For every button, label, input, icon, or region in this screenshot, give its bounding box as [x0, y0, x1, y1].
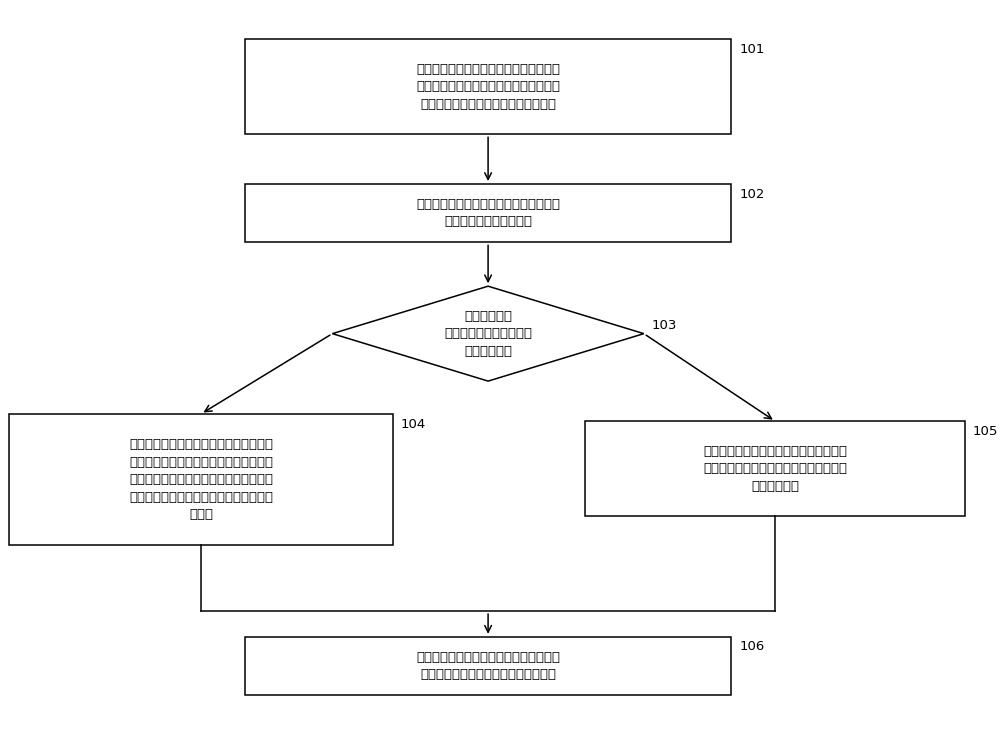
Text: 在所述取戳点
检测是否接收到所述目标
报文的指示码: 在所述取戳点 检测是否接收到所述目标 报文的指示码 — [444, 309, 532, 358]
Text: 在取戳点对所述目标报文进行取戳，得到
所述目标报文的第一时戳: 在取戳点对所述目标报文进行取戳，得到 所述目标报文的第一时戳 — [416, 198, 560, 229]
Bar — [9, 414, 393, 545]
Text: 根据所述目标比特数与所述第一时戳，获
取到所述当前时刻出栈点处的第二时戳: 根据所述目标比特数与所述第一时戳，获 取到所述当前时刻出栈点处的第二时戳 — [416, 651, 560, 681]
Bar — [585, 421, 965, 516]
Polygon shape — [332, 286, 644, 381]
Bar — [245, 40, 731, 134]
Text: 在对目标报文进行取戳前，增加所述目标
报文的比特位调整所述目标报文的长度，
以使所述目标报文的长度达到预设长度: 在对目标报文进行取戳前，增加所述目标 报文的比特位调整所述目标报文的长度， 以使… — [416, 63, 560, 111]
Text: 103: 103 — [652, 320, 677, 332]
Text: 获取到第一计数器的当前计数值作为目标
比特数；其中，每经过一个工作周期，所
述第一计数器减去一个比特数目，所述比
特数目为所述工作周期内从出栈点出去的
比特数: 获取到第一计数器的当前计数值作为目标 比特数；其中，每经过一个工作周期，所 述第… — [129, 438, 273, 521]
Text: 指示所述第一计数器将所述当前计数值与
所述目标报文的总比特数作和，以得到所
述目标比特数: 指示所述第一计数器将所述当前计数值与 所述目标报文的总比特数作和，以得到所 述目… — [703, 445, 847, 493]
Text: 102: 102 — [739, 188, 765, 201]
Text: 106: 106 — [739, 641, 764, 653]
Text: 105: 105 — [973, 425, 998, 438]
Text: 101: 101 — [739, 43, 765, 56]
Bar — [245, 637, 731, 695]
Text: 104: 104 — [401, 418, 426, 430]
Bar — [245, 184, 731, 243]
